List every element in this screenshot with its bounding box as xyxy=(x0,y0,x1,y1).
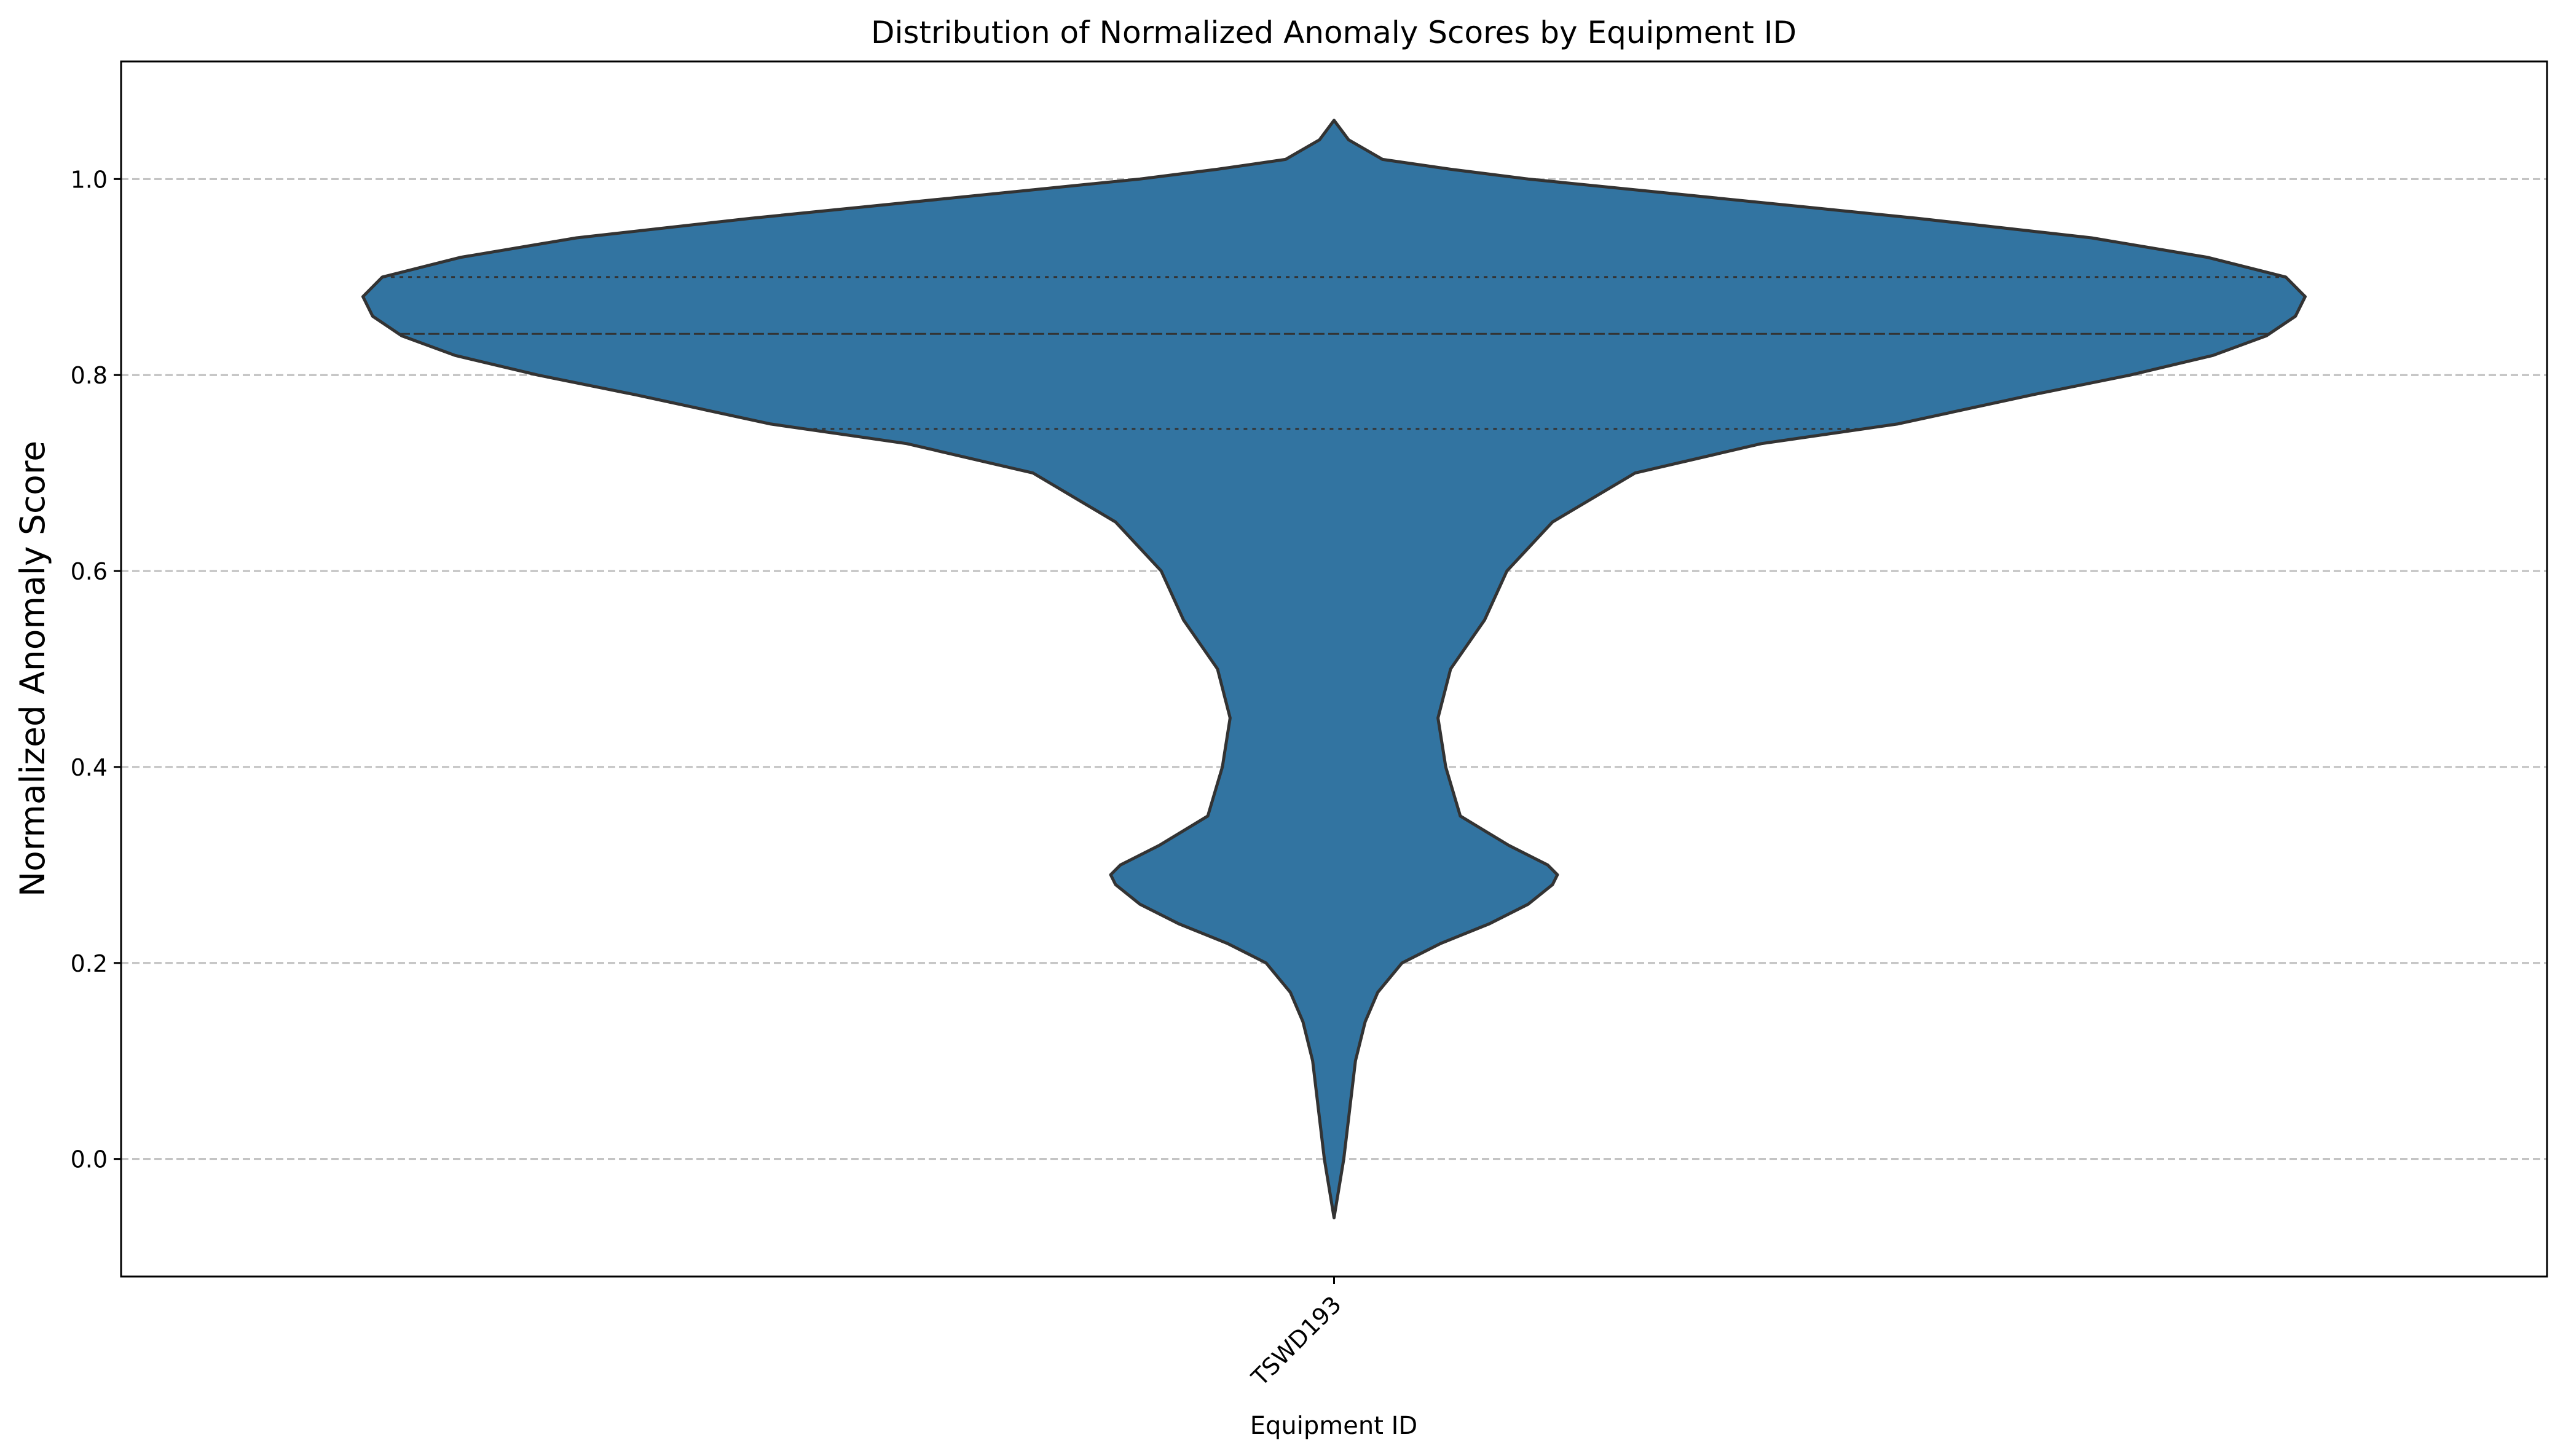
y-tick-label: 0.2 xyxy=(71,950,108,977)
x-axis-label: Equipment ID xyxy=(1250,1412,1417,1440)
violin-layer xyxy=(361,119,2307,1219)
violin-body xyxy=(361,119,2307,1219)
y-tick-label: 0.4 xyxy=(71,754,108,781)
y-tick-label: 0.6 xyxy=(71,558,108,585)
y-axis: 0.0 0.2 0.4 0.6 0.8 1.0 xyxy=(71,166,121,1173)
y-tick-label: 0.0 xyxy=(71,1146,108,1173)
chart-title: Distribution of Normalized Anomaly Score… xyxy=(871,15,1797,50)
y-tick-label: 0.8 xyxy=(71,362,108,389)
y-axis-label: Normalized Anomaly Score xyxy=(13,441,52,897)
y-tick-label: 1.0 xyxy=(71,166,108,193)
